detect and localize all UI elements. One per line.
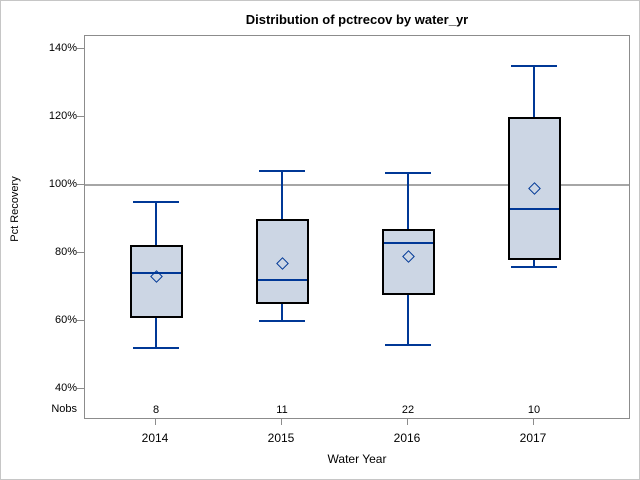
y-tick-label: 40%: [54, 382, 77, 394]
boxplot-group-2015: 11: [85, 36, 629, 418]
y-tick: [77, 184, 84, 185]
x-tick: [281, 419, 282, 425]
y-tick-label: 100%: [48, 178, 77, 190]
reference-line-100pct: [85, 184, 629, 186]
y-tick-label: 60%: [54, 314, 77, 326]
iqr-box: [129, 244, 183, 318]
iqr-box: [381, 229, 435, 296]
median-line: [257, 279, 307, 282]
y-tick: [77, 320, 84, 321]
y-tick: [77, 388, 84, 389]
y-tick-label: 80%: [54, 246, 77, 258]
x-tick-label: 2017: [519, 431, 547, 445]
boxplot-group-2017: 10: [85, 36, 629, 418]
whisker-cap-bottom: [133, 347, 179, 350]
x-tick-label: 2014: [141, 431, 169, 445]
whisker-cap-top: [511, 65, 557, 67]
x-axis-label: Water Year: [327, 452, 387, 466]
x-tick: [533, 419, 534, 425]
whisker-cap-bottom: [511, 265, 557, 268]
nobs-value: 8: [152, 404, 160, 416]
boxplot-group-2016: 22: [85, 36, 629, 418]
x-tick-label: 2015: [267, 431, 295, 445]
nobs-value: 10: [527, 404, 541, 416]
boxplot-group-2014: 8: [85, 36, 629, 418]
x-tick-label: 2016: [393, 431, 421, 445]
whisker-cap-top: [133, 201, 179, 203]
nobs-value: 22: [401, 404, 415, 416]
y-tick-label: 120%: [48, 110, 77, 122]
y-tick: [77, 116, 84, 117]
y-tick: [77, 48, 84, 49]
plot-area: 8 11 22 10: [84, 35, 630, 419]
median-line: [509, 207, 559, 210]
x-tick: [407, 419, 408, 425]
whisker-cap-top: [259, 170, 305, 173]
y-tick: [77, 252, 84, 253]
median-line: [383, 241, 433, 244]
whisker-cap-bottom: [385, 343, 431, 346]
y-tick-label: 140%: [48, 42, 77, 54]
iqr-box: [507, 117, 561, 260]
nobs-row-label: Nobs: [51, 403, 77, 415]
whisker-cap-top: [385, 172, 431, 175]
x-tick: [155, 419, 156, 425]
median-line: [131, 272, 181, 275]
whisker-cap-bottom: [259, 320, 305, 322]
iqr-box: [255, 219, 309, 304]
chart-title: Distribution of pctrecov by water_yr: [245, 12, 469, 27]
nobs-value: 11: [276, 404, 288, 416]
